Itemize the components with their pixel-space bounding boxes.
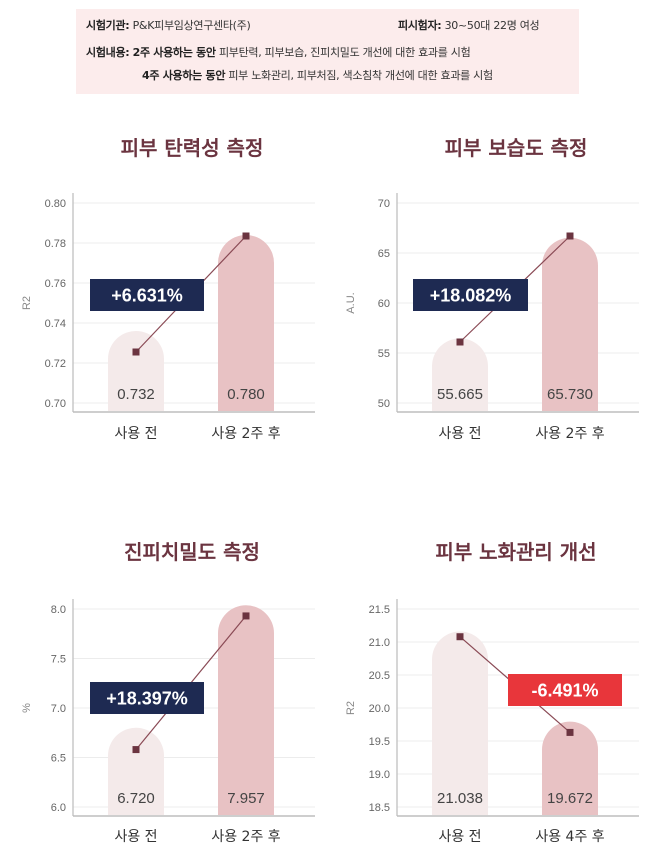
y-tick-label: 0.72 bbox=[45, 358, 66, 370]
y-tick-label: 65 bbox=[378, 248, 390, 260]
bar-before bbox=[108, 331, 164, 411]
y-tick-label: 50 bbox=[378, 398, 390, 410]
y-tick-label: 20.0 bbox=[369, 703, 390, 715]
y-tick-label: 70 bbox=[378, 198, 390, 210]
change-badge bbox=[90, 682, 204, 714]
y-tick-label: 0.70 bbox=[45, 398, 66, 410]
chart-title-1: 피부 탄력성 측정 bbox=[121, 136, 264, 160]
y-tick-label: 18.5 bbox=[369, 802, 390, 814]
category-label: 사용 전 bbox=[114, 829, 157, 845]
y-tick-label: 19.0 bbox=[369, 769, 390, 781]
data-marker-before bbox=[456, 633, 464, 641]
bar-after bbox=[542, 237, 598, 411]
y-tick-label: 0.76 bbox=[45, 278, 66, 290]
y-axis-label-4: R2 bbox=[345, 701, 357, 715]
value-label: 55.665 bbox=[437, 386, 483, 403]
test-content-4w: 피부 노화관리, 피부처짐, 색소침착 개선에 대한 효과를 시험 bbox=[228, 69, 493, 82]
y-tick-label: 7.5 bbox=[51, 654, 66, 666]
bar-after bbox=[542, 721, 598, 815]
y-axis-label-3: % bbox=[21, 703, 33, 713]
info-row-2: 시험내용: 2주 사용하는 동안 피부탄력, 피부보습, 진피치밀도 개선에 대… bbox=[86, 44, 471, 60]
y-axis-label-2: A.U. bbox=[345, 292, 357, 313]
test-content-label: 시험내용: bbox=[86, 46, 130, 59]
category-label: 사용 4주 후 bbox=[535, 829, 604, 845]
institution-label: 시험기관: bbox=[86, 19, 130, 32]
change-badge bbox=[90, 279, 204, 311]
data-marker-after bbox=[242, 232, 250, 240]
data-marker-before bbox=[456, 338, 464, 346]
y-tick-label: 21.5 bbox=[369, 604, 390, 616]
test-content-2w: 피부탄력, 피부보습, 진피치밀도 개선에 대한 효과를 시험 bbox=[218, 46, 471, 59]
y-tick-label: 8.0 bbox=[51, 604, 66, 616]
change-badge bbox=[413, 279, 528, 311]
y-tick-label: 60 bbox=[378, 298, 390, 310]
data-marker-after bbox=[242, 612, 250, 620]
bar-before bbox=[108, 727, 164, 815]
y-tick-label: 6.0 bbox=[51, 802, 66, 814]
change-badge-label: +18.082% bbox=[430, 286, 512, 306]
value-label: 65.730 bbox=[547, 386, 593, 403]
bar-before bbox=[432, 338, 488, 411]
y-tick-label: 55 bbox=[378, 348, 390, 360]
y-axis-label-1: R2 bbox=[21, 296, 33, 310]
bar-before bbox=[432, 631, 488, 815]
category-label: 사용 전 bbox=[438, 426, 481, 442]
value-label: 0.732 bbox=[117, 386, 155, 403]
info-row-1: 시험기관: P&K피부임상연구센타(주) bbox=[86, 17, 251, 33]
data-marker-before bbox=[132, 746, 140, 754]
category-label: 사용 2주 후 bbox=[211, 426, 280, 442]
y-tick-label: 0.80 bbox=[45, 198, 66, 210]
value-label: 7.957 bbox=[227, 790, 265, 807]
data-marker-before bbox=[132, 348, 140, 356]
bar-after bbox=[218, 605, 274, 815]
category-label: 사용 2주 후 bbox=[211, 829, 280, 845]
value-label: 6.720 bbox=[117, 790, 155, 807]
value-label: 19.672 bbox=[547, 790, 593, 807]
category-label: 사용 전 bbox=[114, 426, 157, 442]
test-period-2w: 2주 사용하는 동안 bbox=[132, 46, 216, 59]
y-tick-label: 0.74 bbox=[45, 318, 66, 330]
y-tick-label: 19.5 bbox=[369, 736, 390, 748]
chart-title-4: 피부 노화관리 개선 bbox=[435, 540, 596, 564]
value-label: 21.038 bbox=[437, 790, 483, 807]
change-badge-label: +18.397% bbox=[106, 689, 188, 709]
change-badge-label: +6.631% bbox=[111, 286, 183, 306]
info-row-3: 4주 사용하는 동안 피부 노화관리, 피부처짐, 색소침착 개선에 대한 효과… bbox=[142, 67, 493, 83]
y-tick-label: 0.78 bbox=[45, 238, 66, 250]
data-marker-after bbox=[566, 728, 574, 736]
institution-value: P&K피부임상연구센타(주) bbox=[132, 19, 251, 32]
test-period-4w: 4주 사용하는 동안 bbox=[142, 69, 226, 82]
test-info-box: 시험기관: P&K피부임상연구센타(주) 피시험자: 30~50대 22명 여성… bbox=[76, 9, 579, 94]
y-tick-label: 6.5 bbox=[51, 753, 66, 765]
subjects-value: 30~50대 22명 여성 bbox=[444, 19, 540, 32]
change-badge-label: -6.491% bbox=[531, 681, 598, 701]
chart-title-3: 진피치밀도 측정 bbox=[124, 540, 260, 564]
subjects-label: 피시험자: bbox=[398, 19, 442, 32]
y-tick-label: 7.0 bbox=[51, 703, 66, 715]
value-label: 0.780 bbox=[227, 386, 265, 403]
change-badge bbox=[508, 674, 622, 706]
y-tick-label: 21.0 bbox=[369, 637, 390, 649]
y-tick-label: 20.5 bbox=[369, 670, 390, 682]
category-label: 사용 전 bbox=[438, 829, 481, 845]
chart-title-2: 피부 보습도 측정 bbox=[445, 136, 588, 160]
data-marker-after bbox=[566, 232, 574, 240]
info-row-1b: 피시험자: 30~50대 22명 여성 bbox=[398, 17, 540, 33]
category-label: 사용 2주 후 bbox=[535, 426, 604, 442]
bar-after bbox=[218, 235, 274, 411]
